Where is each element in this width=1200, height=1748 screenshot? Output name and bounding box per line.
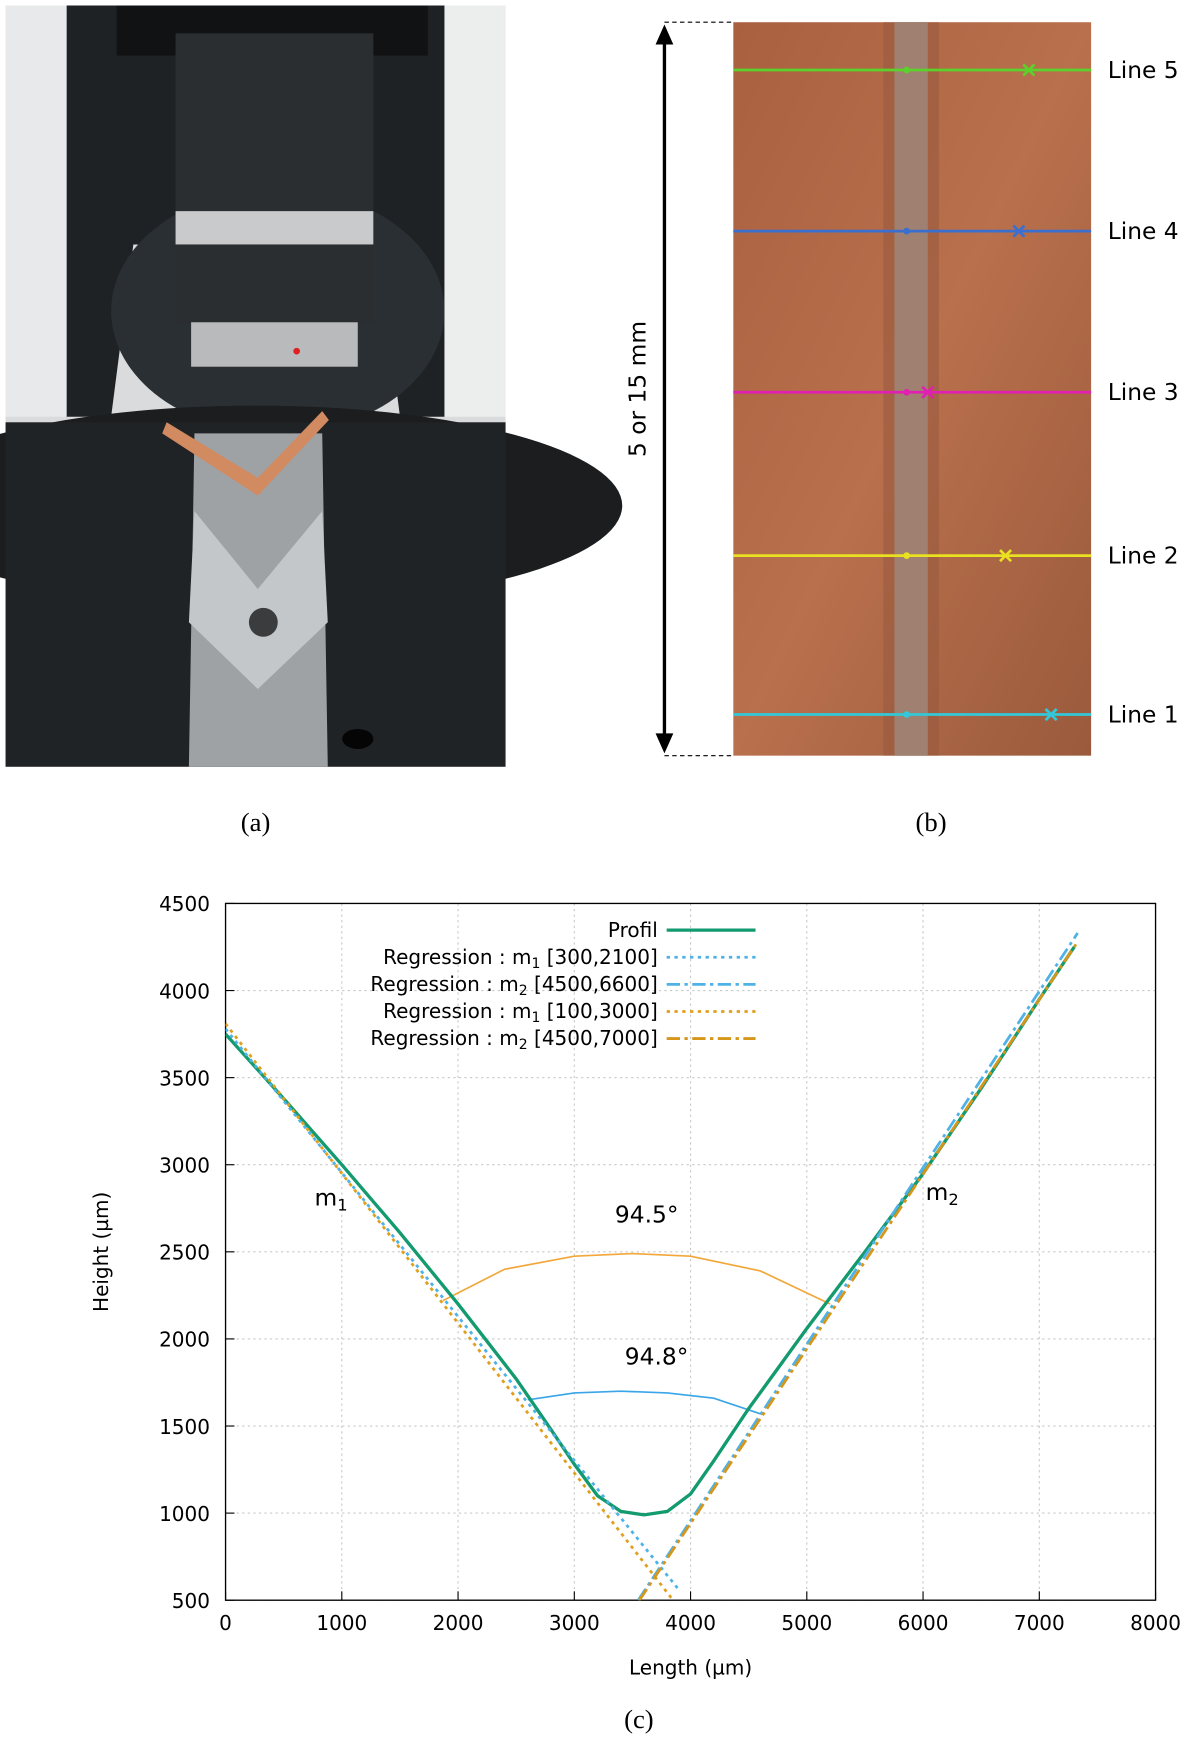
legend-label: Profil	[608, 918, 658, 942]
line-end-marker	[999, 549, 1013, 563]
subscript: 1	[337, 1195, 347, 1214]
plot-frame	[224, 902, 1157, 1601]
x-tick-label: 6000	[898, 1611, 949, 1635]
text-part: 94.8°	[625, 1343, 689, 1371]
line-label: Line 1	[1108, 700, 1179, 728]
text-part: [300,2100]	[540, 945, 657, 969]
text-part: 94.5°	[615, 1200, 679, 1228]
subscript: 2	[948, 1190, 958, 1209]
y-tick-label: 500	[172, 1589, 210, 1613]
chart: 0 1000 2000 3000 4000 5000 6000 7000 8000 500 1000…	[89, 892, 1181, 1734]
x-tick-label: 7000	[1014, 1611, 1065, 1635]
line-mid-marker	[903, 711, 910, 718]
text-part: [100,3000]	[540, 999, 657, 1023]
y-tick-label: 1500	[159, 1415, 210, 1439]
text-part: Regression : m	[383, 945, 531, 969]
x-tick-label: 8000	[1130, 1611, 1181, 1635]
series-line	[638, 941, 1079, 1601]
line-end-marker	[1022, 63, 1036, 77]
line-mid-marker	[903, 552, 910, 559]
line-mid-marker	[903, 66, 910, 74]
y-tick-label: 4000	[159, 979, 210, 1003]
line-label: Line 5	[1108, 56, 1179, 84]
x-tick-label: 2000	[433, 1611, 484, 1635]
text-part: [4500,6600]	[528, 972, 658, 996]
legend-label: Regression : m1 [100,3000]	[383, 999, 658, 1026]
surface-image	[733, 22, 1092, 756]
annotation: m2	[926, 1178, 959, 1209]
series-line	[637, 932, 1079, 1601]
annotation: 94.5°	[615, 1200, 679, 1228]
text-part: m	[926, 1178, 949, 1206]
text-part: Profil	[608, 918, 658, 942]
y-tick-label: 2500	[159, 1241, 210, 1265]
y-tick-label: 1000	[159, 1502, 210, 1526]
x-tick-label: 1000	[316, 1611, 367, 1635]
subscript: 1	[531, 956, 540, 972]
line-mid-marker	[903, 227, 910, 235]
angle-arc	[527, 1390, 761, 1415]
photo-a	[0, 5, 623, 767]
line-label: Line 2	[1108, 541, 1179, 569]
angle-arc	[442, 1252, 831, 1305]
annotation: m1	[315, 1184, 348, 1215]
measurement-lines: Line 1 Line 2 Line 3 Line 4 Line 5	[733, 56, 1179, 728]
subscript: 1	[531, 1010, 540, 1026]
text-part: [4500,7000]	[528, 1026, 658, 1050]
y-tick-label: 3000	[159, 1154, 210, 1178]
caption-c: (c)	[624, 1704, 654, 1734]
x-axis-label: Length (µm)	[629, 1656, 752, 1680]
line-end-marker	[921, 385, 935, 399]
y-tick-label: 3500	[159, 1066, 210, 1090]
line-mid-marker	[903, 388, 910, 396]
line-label: Line 3	[1108, 378, 1179, 406]
dimension-label: 5 or 15 mm	[623, 321, 651, 457]
annotation: 94.8°	[625, 1343, 689, 1371]
x-tick-label: 5000	[781, 1611, 832, 1635]
legend-label: Regression : m2 [4500,7000]	[370, 1026, 657, 1053]
series-line	[225, 1028, 680, 1591]
y-tick-label: 2000	[159, 1328, 210, 1352]
subscript: 2	[519, 983, 528, 999]
x-tick-label: 3000	[549, 1611, 600, 1635]
line-end-marker	[1012, 224, 1026, 238]
line-end-marker	[1044, 707, 1058, 722]
plot-area	[225, 932, 1079, 1601]
text-part: Regression : m	[383, 999, 531, 1023]
text-part: m	[315, 1184, 338, 1212]
line-label: Line 4	[1108, 217, 1179, 245]
dimension-marker	[655, 21, 734, 757]
y-axis-label: Height (µm)	[89, 1192, 113, 1312]
subscript: 2	[519, 1037, 528, 1053]
y-tick-label: 4500	[159, 892, 210, 916]
text-part: Regression : m	[370, 972, 518, 996]
caption-a: (a)	[241, 807, 271, 837]
x-tick-label: 0	[219, 1611, 232, 1635]
x-tick-label: 4000	[665, 1611, 716, 1635]
text-part: Regression : m	[370, 1026, 518, 1050]
series-line	[225, 1022, 675, 1601]
legend-label: Regression : m2 [4500,6600]	[370, 972, 657, 999]
caption-b: (b)	[916, 807, 947, 837]
legend-label: Regression : m1 [300,2100]	[383, 945, 658, 972]
